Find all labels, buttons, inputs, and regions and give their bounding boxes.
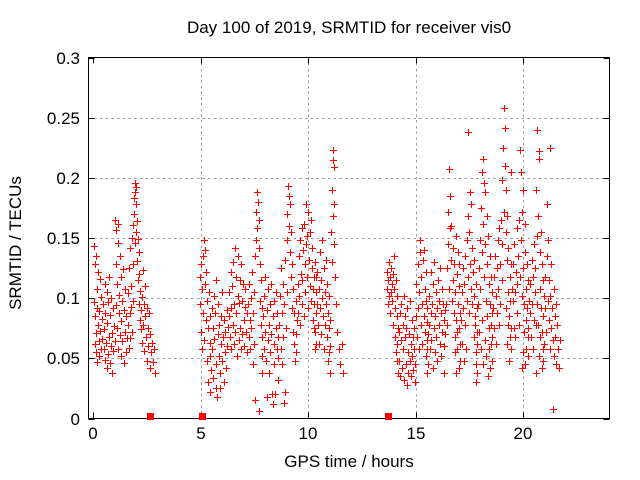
x-tick-label: 15 [407,424,426,443]
data-points [91,105,564,415]
gridlines [88,57,610,419]
plot-border [88,57,610,419]
axis-marker-square [385,413,392,420]
y-tick-label: 0 [71,410,80,429]
y-axis-label: SRMTID / TECUs [6,176,25,310]
tick-labels: 0 5 10 15 20 0 0.05 0.1 0.15 0.2 0.25 0.3 [47,49,533,443]
x-tick-label: 10 [299,424,318,443]
x-tick-label: 20 [514,424,533,443]
y-tick-label: 0.05 [47,349,80,368]
plus-markers [91,105,564,415]
y-tick-label: 0.1 [56,289,80,308]
y-tick-label: 0.15 [47,229,80,248]
x-tick-label: 0 [88,424,97,443]
x-axis-label: GPS time / hours [284,452,413,471]
y-tick-label: 0.2 [56,169,80,188]
chart-title: Day 100 of 2019, SRMTID for receiver vis… [187,18,511,37]
axis-point-markers [147,413,392,420]
axis-ticks [88,57,610,420]
axis-marker-square [199,413,206,420]
axis-marker-square [147,413,154,420]
x-tick-label: 5 [196,424,205,443]
y-tick-label: 0.3 [56,49,80,68]
y-tick-label: 0.25 [47,109,80,128]
